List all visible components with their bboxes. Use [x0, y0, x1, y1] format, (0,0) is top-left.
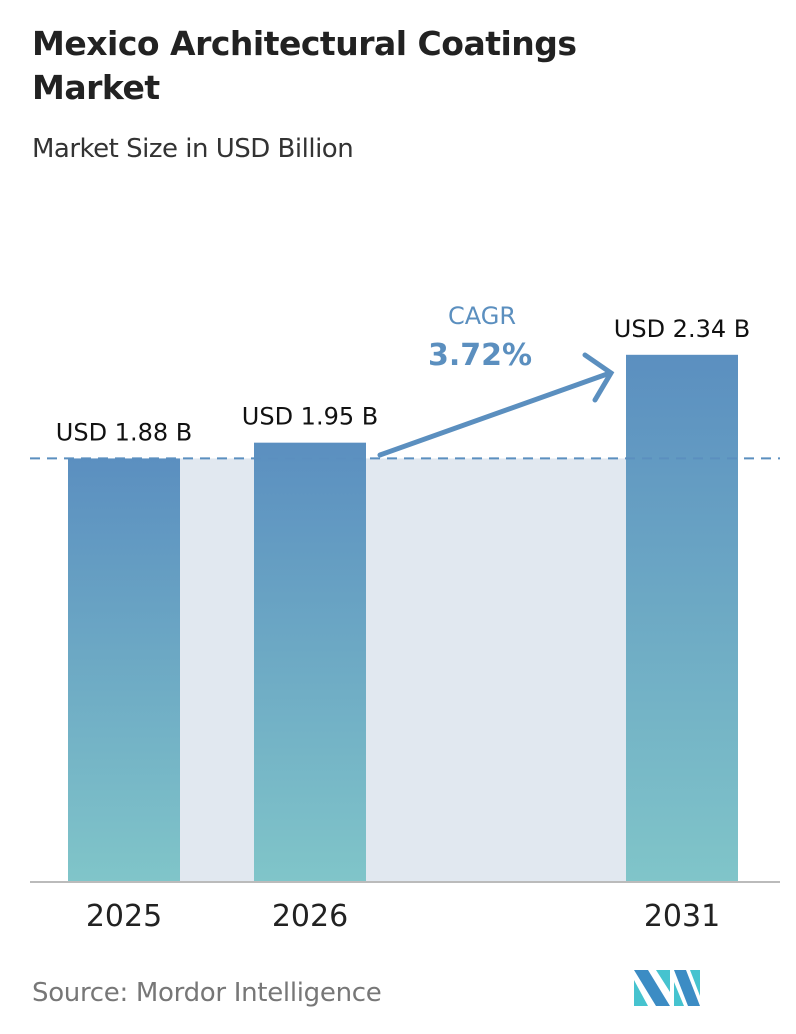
data-label-2025: USD 1.88 B — [56, 418, 192, 446]
cagr-label: CAGR — [448, 302, 516, 330]
source-note: Source: Mordor Intelligence — [32, 978, 382, 1008]
x-tick-2026: 2026 — [272, 899, 348, 934]
data-label-2026: USD 1.95 B — [242, 403, 378, 431]
bar-2025 — [68, 458, 180, 882]
x-tick-2031: 2031 — [644, 899, 720, 934]
cagr-value: 3.72% — [428, 338, 532, 373]
data-label-2031: USD 2.34 B — [614, 315, 750, 343]
cagr-arrow — [377, 352, 615, 458]
bar-2026 — [254, 442, 366, 882]
x-tick-2025: 2025 — [86, 899, 162, 934]
chart-subtitle: Market Size in USD Billion — [32, 134, 354, 164]
mordor-logo-icon — [634, 970, 700, 1006]
bar-2031 — [626, 354, 738, 883]
chart-title: Mexico Architectural Coatings Market — [32, 24, 577, 107]
